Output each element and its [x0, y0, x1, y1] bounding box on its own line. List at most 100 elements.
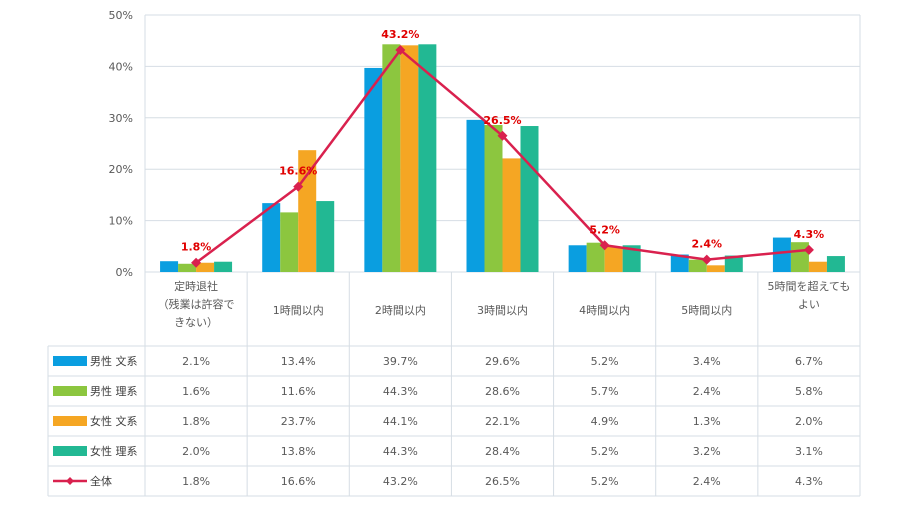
total-point-label: 16.6%	[279, 165, 317, 178]
table-cell: 5.7%	[591, 385, 619, 398]
bar	[262, 203, 281, 272]
category-label: 1時間以内	[273, 303, 324, 317]
table-cell: 5.2%	[591, 475, 619, 488]
table-cell: 11.6%	[281, 385, 316, 398]
bar	[586, 242, 605, 272]
bar	[316, 201, 335, 272]
y-tick-label: 40%	[109, 60, 133, 73]
point-labels: 1.8% 16.6% 43.2% 26.5% 5.2% 2.4% 4.3%	[181, 28, 824, 254]
table-cell: 2.0%	[182, 445, 210, 458]
table-cell: 3.2%	[693, 445, 721, 458]
legend-swatch	[53, 356, 87, 366]
total-point-marker	[599, 240, 610, 251]
total-point-label: 4.3%	[794, 228, 825, 241]
bar	[706, 265, 725, 272]
table-cell: 4.3%	[795, 475, 823, 488]
table-cell: 2.0%	[795, 415, 823, 428]
total-point-marker	[293, 181, 304, 192]
table-cell: 29.6%	[485, 355, 520, 368]
table-cell: 44.3%	[383, 445, 418, 458]
category-label: きない）	[174, 316, 218, 329]
bar	[520, 126, 539, 272]
table-cell: 26.5%	[485, 475, 520, 488]
bar	[418, 44, 437, 272]
table-cell: 13.4%	[281, 355, 316, 368]
table-cell: 5.2%	[591, 445, 619, 458]
total-point-label: 43.2%	[381, 28, 419, 41]
legend-label: 全体	[90, 474, 112, 488]
table-cell: 5.2%	[591, 355, 619, 368]
table-cell: 28.6%	[485, 385, 520, 398]
bar	[178, 263, 197, 272]
bar	[364, 67, 383, 272]
legend-label: 男性 理系	[90, 384, 138, 398]
y-tick-label: 10%	[109, 215, 133, 228]
bar	[280, 212, 299, 272]
y-tick-label: 50%	[109, 9, 133, 22]
table-cell: 3.4%	[693, 355, 721, 368]
category-label: よい	[798, 298, 820, 311]
total-point-label: 26.5%	[483, 114, 521, 127]
category-label: 5時間を超えても	[767, 279, 850, 293]
legend-swatch	[53, 446, 87, 456]
table-cell: 23.7%	[281, 415, 316, 428]
category-label: 定時退社	[174, 279, 218, 293]
bar	[382, 44, 401, 272]
table-cell: 1.6%	[182, 385, 210, 398]
bars	[160, 44, 845, 272]
table-cell: 3.1%	[795, 445, 823, 458]
legend-swatch	[53, 386, 87, 396]
total-point-label: 5.2%	[589, 223, 620, 236]
table-cell: 13.8%	[281, 445, 316, 458]
table-cell: 4.9%	[591, 415, 619, 428]
table-cell: 1.8%	[182, 475, 210, 488]
table-cell: 22.1%	[485, 415, 520, 428]
bar	[724, 255, 743, 272]
legend-label: 女性 文系	[90, 414, 138, 428]
table-cell: 44.3%	[383, 385, 418, 398]
table-cell: 2.1%	[182, 355, 210, 368]
bar	[160, 261, 179, 272]
category-label: 4時間以内	[579, 303, 630, 317]
table-cell: 5.8%	[795, 385, 823, 398]
bar	[604, 246, 623, 272]
bar	[466, 119, 485, 272]
table-cell: 16.6%	[281, 475, 316, 488]
category-label: 5時間以内	[681, 303, 732, 317]
legend-label: 男性 文系	[90, 354, 138, 368]
table-cell: 39.7%	[383, 355, 418, 368]
bar	[502, 158, 521, 272]
legend-label: 女性 理系	[90, 444, 138, 458]
total-point-marker	[395, 44, 406, 55]
legend-swatch	[53, 416, 87, 426]
category-label: 2時間以内	[375, 303, 426, 317]
bar	[214, 261, 233, 272]
table-cell: 1.8%	[182, 415, 210, 428]
table-cell: 44.1%	[383, 415, 418, 428]
bar	[790, 242, 809, 272]
table-cell: 1.3%	[693, 415, 721, 428]
bar	[772, 237, 791, 272]
bar	[196, 262, 215, 272]
table-cell: 6.7%	[795, 355, 823, 368]
bar	[622, 245, 641, 272]
y-axis-ticks: 0% 10% 20% 30% 40% 50%	[109, 9, 133, 279]
total-point-label: 1.8%	[181, 241, 212, 254]
total-point-marker	[191, 257, 202, 268]
total-line	[191, 44, 814, 268]
table-cell: 28.4%	[485, 445, 520, 458]
table-cell: 2.4%	[693, 385, 721, 398]
y-tick-label: 0%	[116, 266, 133, 279]
bar	[808, 261, 827, 272]
category-label: （残業は許容で	[158, 297, 235, 311]
table-cell: 2.4%	[693, 475, 721, 488]
total-point-marker	[497, 130, 508, 141]
bar	[826, 256, 845, 272]
total-point-label: 2.4%	[692, 238, 723, 251]
legend-line-marker	[66, 477, 74, 485]
bar	[670, 254, 689, 272]
table-cell: 43.2%	[383, 475, 418, 488]
bar	[688, 259, 707, 272]
